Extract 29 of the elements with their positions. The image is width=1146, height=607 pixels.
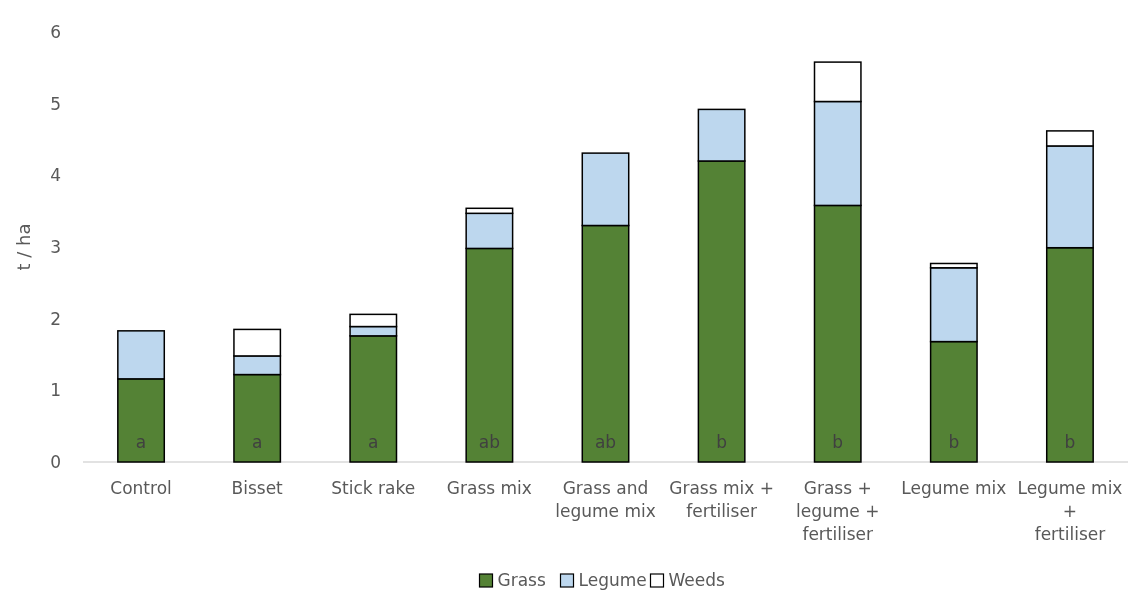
y-tick-label: 4 [50, 165, 61, 186]
data-label: b [1064, 432, 1076, 452]
data-label: b [948, 432, 960, 452]
y-tick-label: 6 [50, 21, 61, 42]
data-label: b [716, 432, 728, 452]
legend-label: Weeds [668, 570, 726, 590]
y-axis-title: t / ha [13, 223, 34, 271]
legend-label: Legume [578, 570, 647, 590]
y-tick-label: 1 [50, 380, 61, 401]
x-tick-label: Grass mix [446, 478, 532, 498]
x-tick-label: Control [110, 478, 172, 498]
x-tick-label: Grass mix + fertiliser [669, 478, 774, 521]
x-tick-label: Legume mix [901, 478, 1007, 498]
x-tick-label: Grass and legume mix [555, 478, 656, 521]
x-tick-label: Stick rake [331, 478, 416, 498]
x-tick-label: Legume mix + fertiliser [1017, 478, 1123, 544]
x-tick-label: Bisset [231, 478, 284, 498]
y-tick-label: 3 [50, 236, 61, 257]
data-label: a [368, 432, 379, 452]
y-tick-label: 2 [50, 308, 61, 329]
x-tick-label: Grass + legume + fertiliser [796, 478, 880, 544]
y-tick-label: 5 [50, 93, 61, 114]
y-tick-label: 0 [50, 451, 61, 472]
data-label: a [135, 432, 147, 452]
data-label: ab [594, 432, 617, 452]
legend-label: Grass [497, 570, 546, 590]
data-label: b [832, 432, 844, 452]
data-label: a [251, 432, 263, 452]
data-label: ab [478, 432, 500, 452]
